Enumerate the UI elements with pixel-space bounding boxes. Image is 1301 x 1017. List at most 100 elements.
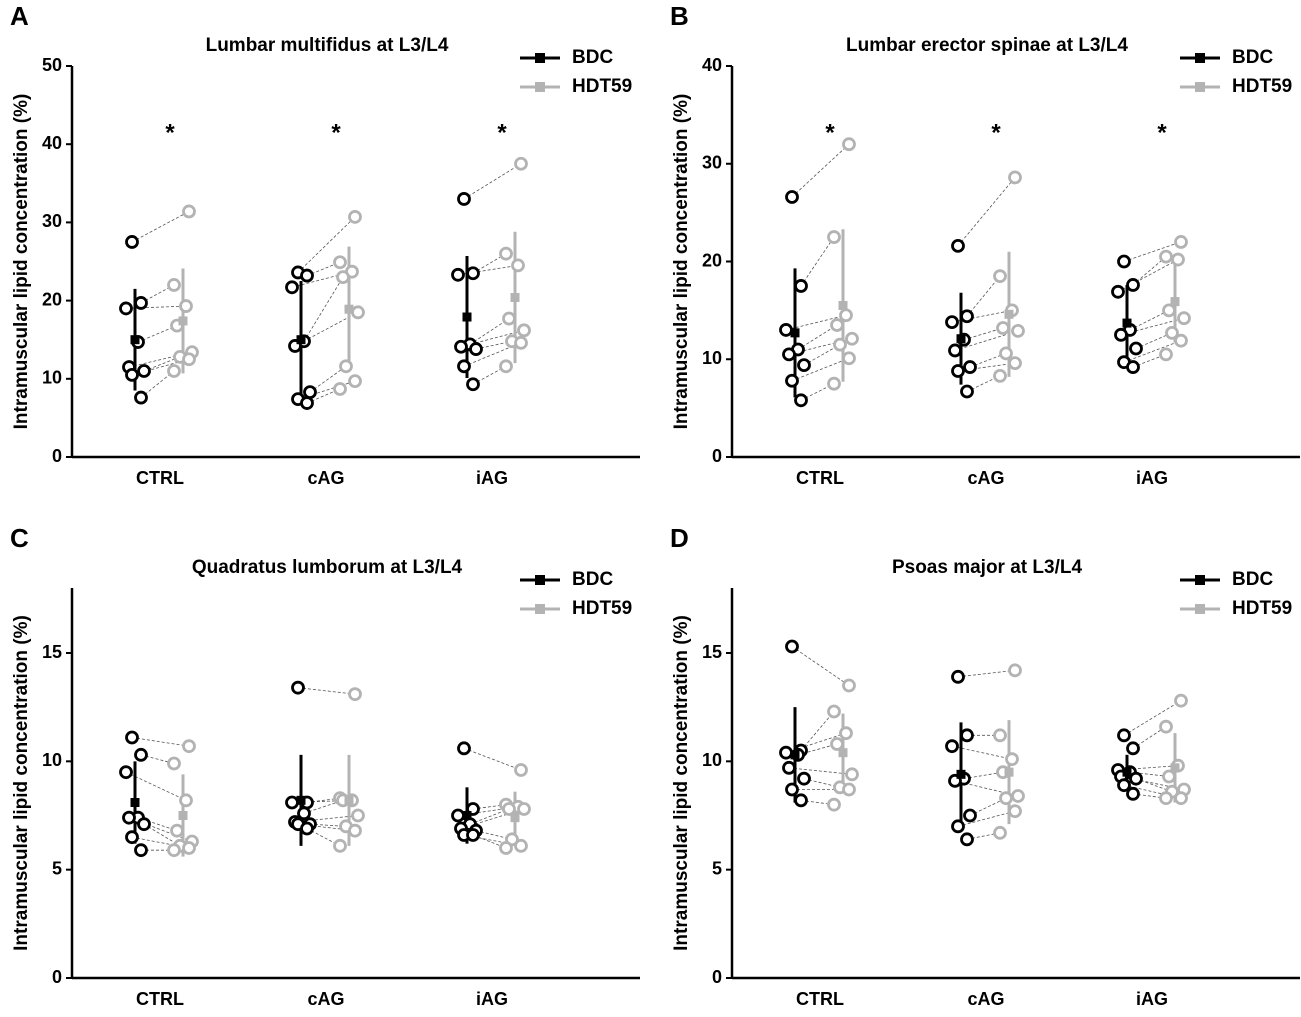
significance-mark: * — [825, 119, 835, 146]
panel-label: A — [10, 1, 29, 31]
x-tick-label: iAG — [1136, 468, 1168, 488]
data-point — [1126, 278, 1140, 292]
mean-marker — [510, 813, 520, 823]
data-point — [951, 669, 965, 684]
y-axis-label: Intramuscular lipid concentration (%) — [11, 615, 32, 951]
pair-line — [957, 669, 1016, 678]
data-point — [134, 390, 148, 405]
mean-marker — [178, 316, 188, 326]
legend-label: HDT59 — [572, 76, 632, 97]
data-point — [993, 728, 1007, 743]
x-tick-label: cAG — [307, 468, 344, 488]
data-point — [1126, 786, 1140, 801]
data-point — [339, 359, 353, 374]
data-point — [996, 321, 1010, 335]
y-tick-label: 0 — [712, 967, 722, 987]
data-point — [457, 359, 471, 374]
data-point — [454, 339, 468, 354]
data-point — [960, 832, 974, 847]
data-point — [451, 267, 465, 282]
data-point — [963, 808, 977, 823]
x-tick-label: iAG — [476, 468, 508, 488]
data-point — [827, 376, 841, 391]
mean-marker — [344, 795, 354, 805]
data-point — [457, 192, 471, 206]
data-point — [1129, 771, 1143, 786]
data-point — [963, 360, 977, 374]
mean-marker — [130, 798, 140, 807]
data-point — [333, 255, 347, 270]
mean-marker — [510, 292, 520, 302]
mean-marker — [790, 750, 800, 760]
legend-marker — [1195, 53, 1205, 63]
data-point — [999, 791, 1013, 806]
data-point — [794, 393, 808, 408]
data-point — [842, 137, 856, 152]
data-point — [842, 351, 856, 366]
data-point — [466, 828, 480, 842]
data-point — [830, 318, 844, 332]
data-point — [1114, 327, 1128, 342]
pair-line — [128, 351, 193, 368]
x-tick-label: cAG — [967, 468, 1004, 488]
data-point — [499, 246, 513, 261]
data-point — [827, 797, 841, 812]
pair-line — [463, 163, 522, 200]
data-point — [1008, 170, 1022, 185]
data-point — [119, 301, 133, 316]
y-tick-label: 0 — [712, 446, 722, 466]
data-point — [1011, 324, 1025, 338]
data-point — [134, 747, 148, 762]
data-point — [993, 269, 1007, 284]
significance-mark: * — [991, 119, 1001, 146]
data-point — [517, 323, 531, 338]
data-point — [303, 385, 317, 399]
data-point — [1174, 791, 1188, 806]
pair-line — [297, 687, 356, 695]
y-tick-label: 40 — [42, 133, 62, 153]
data-point — [300, 268, 314, 283]
data-point — [779, 323, 793, 337]
y-tick-label: 0 — [52, 446, 62, 466]
data-point — [469, 342, 483, 356]
chart-title: Lumbar multifidus at L3/L4 — [206, 35, 449, 56]
data-point — [1174, 333, 1188, 348]
data-point — [993, 368, 1007, 383]
panel-label: B — [670, 1, 689, 31]
pair-line — [791, 357, 850, 382]
data-point — [333, 382, 347, 396]
data-point — [134, 843, 148, 858]
pair-line — [140, 370, 175, 398]
pair-line — [469, 318, 510, 345]
data-point — [960, 728, 974, 743]
significance-mark: * — [497, 119, 507, 146]
data-point — [945, 739, 959, 754]
y-tick-label: 15 — [702, 642, 722, 662]
data-point — [182, 352, 196, 367]
mean-marker — [1004, 767, 1014, 777]
data-point — [1129, 341, 1143, 356]
y-tick-label: 30 — [42, 211, 62, 231]
data-point — [1011, 789, 1025, 803]
data-point — [960, 309, 974, 324]
data-point — [170, 823, 184, 838]
mean-marker — [838, 300, 848, 310]
pair-line — [469, 808, 510, 825]
data-point — [794, 279, 808, 293]
chart-title: Lumbar erector spinae at L3/L4 — [846, 35, 1128, 56]
data-point — [951, 819, 965, 834]
data-point — [1008, 804, 1022, 819]
data-point — [514, 335, 528, 350]
data-point — [348, 687, 362, 702]
pair-line — [1123, 241, 1182, 262]
data-point — [797, 358, 811, 373]
data-point — [300, 396, 314, 410]
data-point — [830, 737, 844, 751]
x-tick-label: iAG — [1136, 989, 1168, 1009]
data-point — [1159, 347, 1173, 362]
pair-line — [1129, 310, 1170, 331]
data-point — [351, 305, 365, 320]
data-point — [1008, 663, 1022, 678]
